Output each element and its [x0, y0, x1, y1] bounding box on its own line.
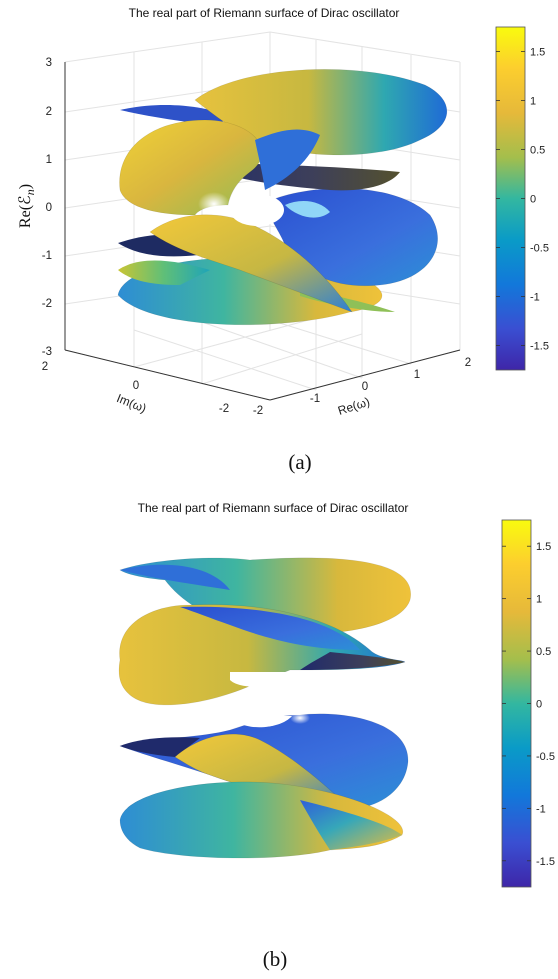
x-tick: 2: [465, 357, 471, 369]
z-tick: 0: [46, 202, 52, 214]
x-tick: -2: [253, 405, 263, 417]
z-axis-label: Re(ℰn): [17, 184, 37, 228]
surface-plot: [118, 557, 411, 859]
colorbar-tick-label: -0.5: [536, 751, 555, 763]
colorbar-tick-label: -1: [536, 803, 546, 815]
y-tick: 2: [42, 361, 48, 373]
colorbar: 1.5 1 0.5 0 -0.5 -1 -1.5: [501, 519, 555, 888]
colorbar-ticks: 1.5 1 0.5 0 -0.5 -1 -1.5: [496, 47, 549, 353]
colorbar: 1.5 1 0.5 0 -0.5 -1 -1.5: [495, 26, 549, 371]
x-tick: 0: [362, 381, 368, 393]
surface-sheet-2-blue: [180, 606, 360, 650]
surface-sheet-2-dark: [300, 652, 405, 670]
panel-b: The real part of Riemann surface of Dira…: [118, 501, 555, 971]
x-axis-label: Re(ω): [336, 394, 371, 417]
surface-hotspot-left: [198, 192, 230, 216]
surface-sheet-3-dark: [120, 737, 200, 757]
x-tick: 1: [414, 369, 420, 381]
z-axis: 3 2 1 0 -1 -2 -3 Re(ℰn): [17, 57, 52, 358]
surface-sheet-3-gap: [232, 716, 292, 728]
colorbar-tick-label: 1: [530, 96, 536, 108]
colorbar-tick-label: 0.5: [530, 145, 545, 157]
surface-sheet-4-tail: [300, 800, 402, 850]
panel-caption: (a): [288, 450, 311, 474]
colorbar-tick-label: -1.5: [536, 856, 555, 868]
z-tick: -1: [42, 250, 52, 262]
x-tick: -1: [310, 393, 320, 405]
chart-title: The real part of Riemann surface of Dira…: [138, 501, 409, 515]
colorbar-tick-label: -1: [530, 292, 540, 304]
surface-sheet-mid-blue: [255, 129, 320, 190]
colorbar-scale: [501, 519, 532, 888]
colorbar-tick-label: 0: [530, 194, 536, 206]
surface-sheet-2: [118, 604, 406, 706]
z-tick: -2: [42, 298, 52, 310]
colorbar-tick-label: 1.5: [530, 47, 545, 59]
colorbar-tick-label: 0: [536, 699, 542, 711]
colorbar-scale: [495, 26, 526, 371]
surface-hotspot-right: [285, 200, 330, 218]
surface-plot: [117, 69, 448, 325]
z-tick: -3: [42, 346, 52, 358]
colorbar-tick-label: -1.5: [530, 341, 549, 353]
surface-sheet-green-left: [118, 260, 210, 285]
chart-title: The real part of Riemann surface of Dira…: [129, 6, 400, 20]
colorbar-ticks: 1.5 1 0.5 0 -0.5 -1 -1.5: [502, 541, 555, 868]
panel-a: The real part of Riemann surface of Dira…: [17, 6, 549, 474]
panel-caption: (b): [263, 947, 288, 971]
colorbar-tick-label: 0.5: [536, 646, 551, 658]
z-tick: 2: [46, 106, 52, 118]
surface-sheet-yellow-lower: [149, 214, 353, 313]
surface-sheet-2-gap: [230, 672, 290, 687]
surface-sheet-1-left: [120, 564, 230, 590]
surface-sheet-yellow-front: [119, 119, 263, 216]
colorbar-tick-label: 1.5: [536, 541, 551, 553]
colorbar-tick-label: -0.5: [530, 243, 549, 255]
y-tick: 0: [133, 380, 139, 392]
z-tick: 1: [46, 154, 52, 166]
z-tick: 3: [46, 57, 52, 69]
y-axis-label: Im(ω): [115, 391, 149, 415]
y-axis: 2 0 -2 Im(ω): [42, 361, 229, 416]
colorbar-tick-label: 1: [536, 594, 542, 606]
y-tick: -2: [219, 403, 229, 415]
surface-hotspot: [290, 712, 310, 724]
surface-branch-hole: [230, 194, 284, 226]
